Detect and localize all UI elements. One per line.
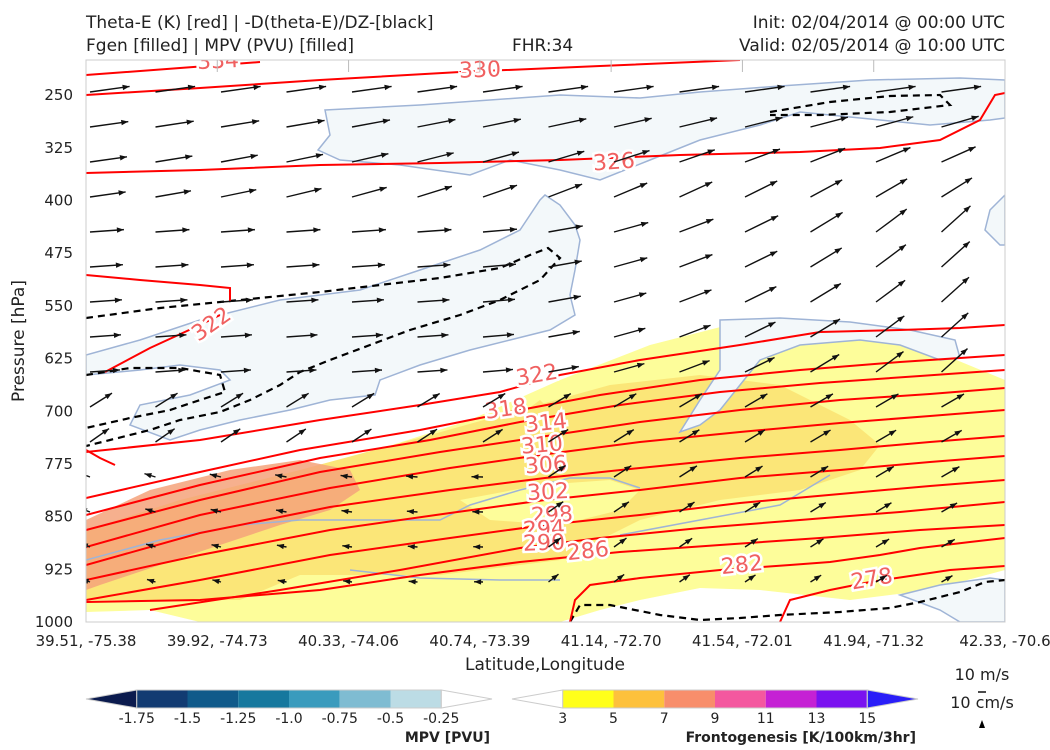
valid-time: Valid: 02/05/2014 @ 10:00 UTC bbox=[739, 36, 1005, 56]
y-tick-label: 700 bbox=[44, 402, 73, 420]
forecast-hour: FHR:34 bbox=[512, 36, 574, 56]
stability-contours bbox=[86, 93, 1005, 622]
y-tick-label: 1000 bbox=[35, 613, 73, 631]
theta-e-label: 326 bbox=[592, 149, 636, 177]
y-tick-label: 775 bbox=[44, 455, 73, 473]
fgen-light-core bbox=[460, 480, 640, 525]
mpv-mid-region bbox=[86, 194, 581, 441]
mpv-colorbar-tick: -1.5 bbox=[174, 711, 201, 727]
fgen-colorbar-tick: 3 bbox=[558, 711, 567, 727]
x-tick-label: 42.33, -70.6 bbox=[959, 632, 1050, 650]
fgen-strong-region bbox=[86, 460, 360, 590]
vector-scale-vertical: 10 cm/s bbox=[950, 693, 1014, 712]
fgen-colorbar-tick: 7 bbox=[660, 711, 669, 727]
mpv-colorbar-tick: -1.75 bbox=[119, 711, 155, 727]
y-axis-label: Pressure [hPa] bbox=[9, 280, 29, 402]
y-tick-label: 250 bbox=[44, 86, 73, 104]
init-time: Init: 02/04/2014 @ 00:00 UTC bbox=[752, 13, 1005, 33]
theta-e-label: 298 bbox=[530, 502, 573, 529]
mpv-bottom-right bbox=[897, 577, 1005, 622]
mpv-edge-right bbox=[984, 193, 1005, 246]
fgen-colorbar-tick: 13 bbox=[808, 711, 826, 727]
fgen-colorbar-tick: 9 bbox=[711, 711, 720, 727]
mpv-bottom-strip bbox=[349, 569, 560, 581]
fgen-colorbar-label: Frontogenesis [K/100km/3hr] bbox=[686, 730, 916, 746]
x-tick-label: 39.51, -75.38 bbox=[36, 632, 137, 650]
mpv-colorbar-tick: -0.5 bbox=[377, 711, 404, 727]
y-tick-label: 325 bbox=[44, 139, 73, 157]
y-tick-label: 850 bbox=[44, 508, 73, 526]
x-tick-label: 41.14, -72.70 bbox=[561, 632, 662, 650]
x-tick-label: 41.94, -71.32 bbox=[823, 632, 924, 650]
mpv-right-region bbox=[678, 317, 961, 434]
mpv-lower-strip-2 bbox=[619, 474, 831, 536]
mpv-colorbar-tick: -0.75 bbox=[322, 711, 358, 727]
title-line2: Fgen [filled] | MPV (PVU) [filled] bbox=[86, 36, 355, 56]
vector-scale-horizontal: 10 m/s bbox=[955, 665, 1010, 684]
theta-e-label: 310 bbox=[520, 431, 564, 460]
fgen-colorbar-tick: 11 bbox=[757, 711, 775, 727]
theta-e-label: 290 bbox=[523, 530, 566, 556]
fgen-mid-region-2 bbox=[450, 400, 560, 445]
theta-e-label: 278 bbox=[849, 564, 895, 596]
mpv-colorbar-tick: -1.25 bbox=[220, 711, 256, 727]
mpv-colorbar-tick: -1.0 bbox=[275, 711, 302, 727]
theta-e-label: 306 bbox=[524, 452, 568, 480]
fgen-colorbar-tick: 5 bbox=[609, 711, 618, 727]
fgen-colorbar-tick: 15 bbox=[858, 711, 876, 727]
theta-e-label: 286 bbox=[566, 537, 610, 566]
vector-scale: 10 m/s 10 cm/s bbox=[950, 665, 1014, 728]
y-tick-label: 925 bbox=[44, 560, 73, 578]
y-tick-label: 475 bbox=[44, 244, 73, 262]
mpv-colorbar-label: MPV [PVU] bbox=[405, 730, 490, 746]
title-line1: Theta-E (K) [red] | -D(theta-E)/DZ-[blac… bbox=[86, 13, 434, 33]
theta-e-label: 282 bbox=[720, 551, 764, 580]
mpv-colorbar-tick: -0.25 bbox=[423, 711, 459, 727]
plot-frame bbox=[85, 59, 1006, 623]
fgen-mid-low bbox=[300, 525, 560, 565]
x-tick-label: 41.54, -72.01 bbox=[692, 632, 793, 650]
y-tick-label: 550 bbox=[44, 297, 73, 315]
theta-e-label: 334 bbox=[196, 48, 239, 75]
y-tick-label: 400 bbox=[44, 192, 73, 210]
theta-e-contours bbox=[86, 60, 1005, 622]
x-tick-label: 40.74, -73.39 bbox=[429, 632, 530, 650]
y-tick-label: 625 bbox=[44, 350, 73, 368]
x-tick-label: 40.33, -74.06 bbox=[298, 632, 399, 650]
x-axis-label: Latitude,Longitude bbox=[465, 655, 625, 675]
theta-e-label: 294 bbox=[522, 516, 565, 543]
x-tick-label: 39.92, -74.73 bbox=[167, 632, 268, 650]
